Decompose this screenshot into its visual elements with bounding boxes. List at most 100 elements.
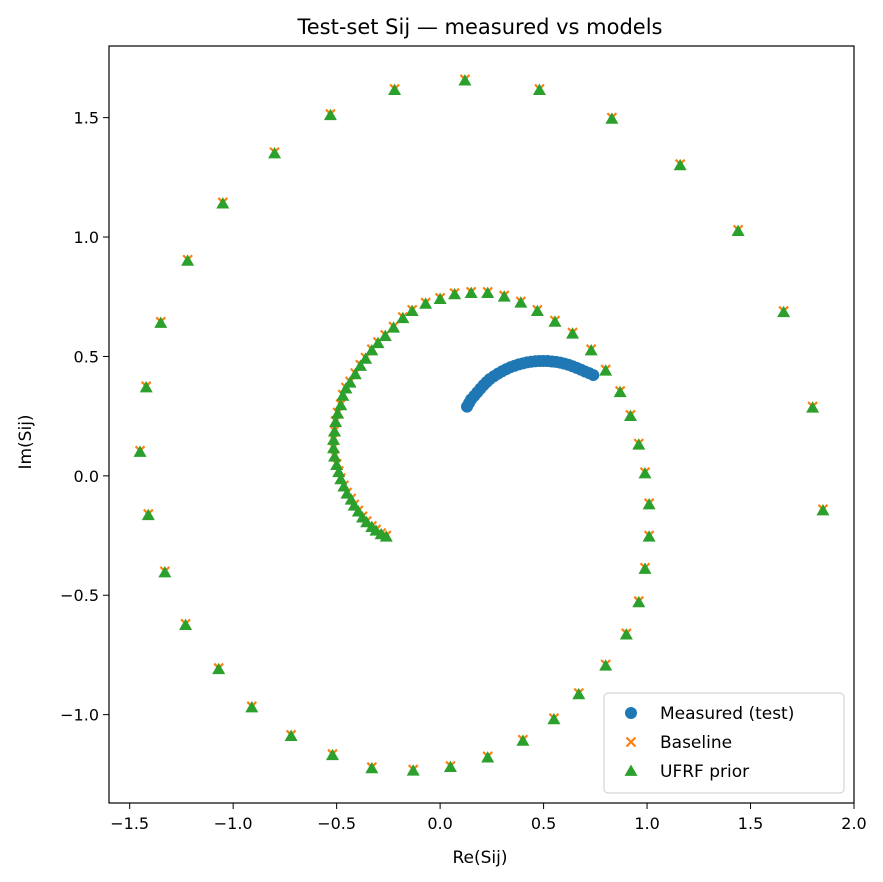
data-point [387,321,401,333]
series-layer [133,74,830,776]
data-point [572,687,586,700]
data-point [547,712,561,725]
data-point [816,503,830,516]
data-point [268,146,282,159]
data-point [405,304,419,316]
legend-label: Measured (test) [660,704,794,724]
x-tick-label: 1.5 [738,814,763,833]
data-point [642,497,656,510]
x-tick-label: −1.5 [110,814,149,833]
data-point [406,764,420,776]
data-point [328,425,342,437]
data-point [497,290,511,302]
data-point [245,700,259,713]
data-point [139,380,153,393]
data-point [284,729,298,742]
data-point [516,734,530,746]
data-point [181,254,195,266]
data-point [216,197,230,209]
data-point [624,409,637,422]
data-point [326,748,339,761]
y-axis-label: Im(Sij) [16,414,36,469]
x-tick-label: −0.5 [317,814,356,833]
x-tick-label: 2.0 [841,814,866,833]
data-point [530,304,544,316]
data-point [458,74,472,86]
data-point [396,311,410,324]
x-tick-label: 0.5 [531,814,556,833]
chart-title: Test-set Sij — measured vs models [296,15,662,39]
y-tick-label: −1.0 [60,706,99,725]
x-tick-label: 0.0 [427,814,452,833]
data-point [331,407,345,419]
data-point [332,465,346,478]
plot-frame [108,45,855,804]
data-point [365,761,379,774]
data-point [605,112,619,124]
data-point [337,480,351,492]
data-point [632,595,646,608]
data-point [613,385,627,398]
series-measured-test [461,354,600,413]
y-tick-label: −0.5 [60,586,99,605]
data-point [632,438,646,450]
data-point [343,376,357,388]
data-point [806,401,820,413]
data-point [340,487,354,499]
y-tick-label: 1.0 [74,228,99,247]
data-point [443,760,457,773]
data-point [328,450,342,462]
data-point [481,286,495,299]
data-point [638,466,652,479]
data-point [481,751,495,763]
data-point [351,505,365,517]
data-point [731,224,745,236]
data-point [327,441,341,454]
legend-label: Baseline [660,733,732,753]
series-ufrf-prior [133,74,830,776]
y-tick-label: 0.0 [74,467,99,486]
data-point [388,83,402,96]
data-point [587,369,600,382]
data-point [599,364,613,376]
data-point [514,296,528,308]
data-point [433,292,447,305]
x-axis: −1.5 −1.0 −0.5 0.0 0.5 1.0 1.5 2.0 [110,803,867,833]
data-point [347,499,361,511]
data-point [365,343,379,356]
data-point [448,287,462,300]
data-point [619,628,633,640]
data-point [141,508,155,521]
x-axis-label: Re(Sij) [452,848,507,868]
x-tick-label: 1.0 [634,814,659,833]
data-point [673,158,687,171]
data-point [334,472,348,485]
data-point [777,305,791,318]
y-tick-label: 0.5 [74,347,99,366]
legend-marker [625,707,637,719]
data-point [359,352,373,364]
data-point [599,659,613,671]
data-point [638,562,652,574]
data-point [548,315,562,327]
data-point [356,511,370,523]
x-tick-label: −1.0 [214,814,253,833]
data-point [348,367,362,380]
data-point [339,382,353,394]
data-point [344,493,358,505]
data-point [566,327,580,339]
data-point [584,343,598,356]
data-point [336,389,350,401]
data-point [154,316,168,328]
data-point [532,83,546,96]
data-point [353,359,367,371]
data-point [327,433,341,445]
data-point [323,108,337,121]
legend-box [603,692,845,794]
data-point [329,415,343,427]
legend-label: UFRF prior [660,762,749,782]
data-point [378,329,392,342]
data-point [133,445,147,457]
data-point [330,458,344,470]
